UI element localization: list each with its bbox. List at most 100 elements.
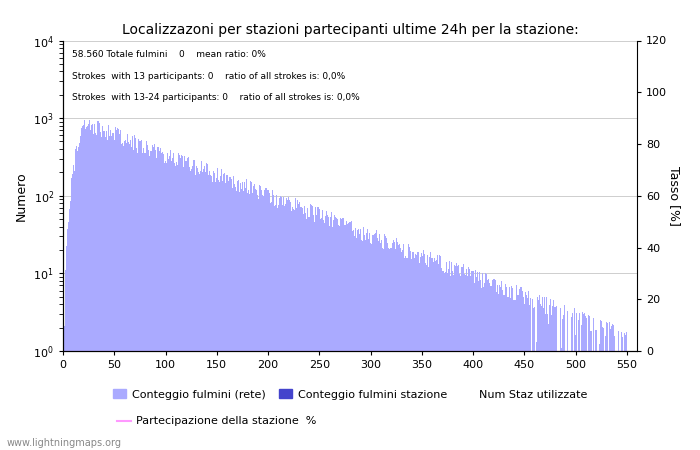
Bar bbox=[158, 147, 159, 450]
Text: www.lightningmaps.org: www.lightningmaps.org bbox=[7, 438, 122, 448]
Bar bbox=[409, 247, 410, 450]
Bar bbox=[498, 294, 499, 450]
Bar bbox=[168, 158, 169, 450]
Bar bbox=[579, 313, 580, 450]
Bar bbox=[262, 195, 263, 450]
Bar bbox=[485, 274, 486, 450]
Bar bbox=[556, 306, 557, 450]
Bar bbox=[326, 211, 327, 450]
Bar bbox=[558, 351, 559, 450]
Bar bbox=[201, 162, 202, 450]
Bar bbox=[347, 224, 349, 450]
Bar bbox=[206, 163, 207, 450]
Text: Strokes  with 13 participants: 0    ratio of all strokes is: 0,0%: Strokes with 13 participants: 0 ratio of… bbox=[71, 72, 345, 81]
Bar bbox=[199, 171, 201, 450]
Bar bbox=[517, 296, 519, 450]
Bar bbox=[613, 325, 614, 450]
Bar bbox=[156, 158, 157, 450]
Bar bbox=[623, 351, 624, 450]
Legend: Partecipazione della stazione  %: Partecipazione della stazione % bbox=[113, 412, 321, 431]
Bar bbox=[329, 226, 330, 450]
Bar bbox=[523, 297, 524, 450]
Bar bbox=[104, 137, 106, 450]
Bar bbox=[501, 281, 502, 450]
Bar bbox=[78, 147, 79, 450]
Y-axis label: Numero: Numero bbox=[15, 171, 27, 220]
Bar bbox=[576, 313, 577, 450]
Bar bbox=[460, 276, 461, 450]
Bar bbox=[521, 287, 522, 450]
Bar bbox=[185, 156, 186, 450]
Bar bbox=[282, 205, 283, 450]
Bar bbox=[479, 272, 480, 450]
Bar bbox=[323, 220, 324, 450]
Bar bbox=[298, 204, 300, 450]
Bar bbox=[571, 317, 572, 450]
Bar bbox=[567, 310, 568, 450]
Bar bbox=[316, 207, 318, 450]
Bar bbox=[117, 128, 118, 450]
Bar bbox=[624, 333, 625, 450]
Bar bbox=[313, 215, 314, 450]
Bar bbox=[198, 172, 199, 450]
Bar bbox=[195, 176, 196, 450]
Bar bbox=[303, 214, 304, 450]
Bar bbox=[545, 314, 546, 450]
Bar bbox=[408, 244, 409, 450]
Bar bbox=[272, 195, 274, 450]
Bar bbox=[418, 252, 419, 450]
Bar bbox=[429, 257, 430, 450]
Bar bbox=[257, 195, 258, 450]
Bar bbox=[193, 160, 194, 450]
Bar bbox=[421, 253, 422, 450]
Bar bbox=[449, 261, 450, 450]
Bar bbox=[209, 171, 210, 450]
Bar bbox=[537, 297, 538, 450]
Bar bbox=[132, 136, 133, 450]
Bar bbox=[269, 193, 270, 450]
Bar bbox=[349, 222, 351, 450]
Bar bbox=[424, 254, 426, 450]
Bar bbox=[342, 218, 343, 450]
Bar bbox=[121, 144, 122, 450]
Bar bbox=[483, 287, 484, 450]
Bar bbox=[615, 351, 616, 450]
Bar bbox=[389, 249, 391, 450]
Bar bbox=[566, 351, 567, 450]
Bar bbox=[587, 351, 588, 450]
Bar bbox=[442, 271, 443, 450]
Bar bbox=[502, 290, 503, 450]
Bar bbox=[494, 279, 495, 450]
Bar bbox=[589, 316, 590, 450]
Bar bbox=[311, 205, 312, 450]
Bar bbox=[345, 225, 346, 450]
Bar bbox=[437, 255, 438, 450]
Bar bbox=[488, 279, 489, 450]
Bar bbox=[395, 238, 397, 450]
Bar bbox=[402, 244, 404, 450]
Bar bbox=[208, 176, 209, 450]
Bar bbox=[288, 197, 289, 450]
Bar bbox=[616, 351, 617, 450]
Bar bbox=[227, 175, 228, 450]
Bar bbox=[584, 313, 585, 450]
Bar bbox=[285, 204, 286, 450]
Bar bbox=[446, 262, 447, 450]
Bar bbox=[239, 193, 240, 450]
Bar bbox=[219, 182, 220, 450]
Bar bbox=[83, 126, 84, 450]
Bar bbox=[204, 166, 205, 450]
Bar bbox=[123, 146, 124, 450]
Bar bbox=[554, 307, 556, 450]
Bar bbox=[622, 337, 623, 450]
Bar bbox=[327, 215, 328, 450]
Bar bbox=[236, 191, 237, 450]
Bar bbox=[252, 193, 253, 450]
Bar bbox=[186, 158, 188, 450]
Bar bbox=[75, 149, 76, 450]
Bar bbox=[433, 258, 435, 450]
Bar bbox=[540, 304, 541, 450]
Bar bbox=[617, 351, 618, 450]
Bar bbox=[178, 153, 179, 450]
Bar bbox=[528, 291, 529, 450]
